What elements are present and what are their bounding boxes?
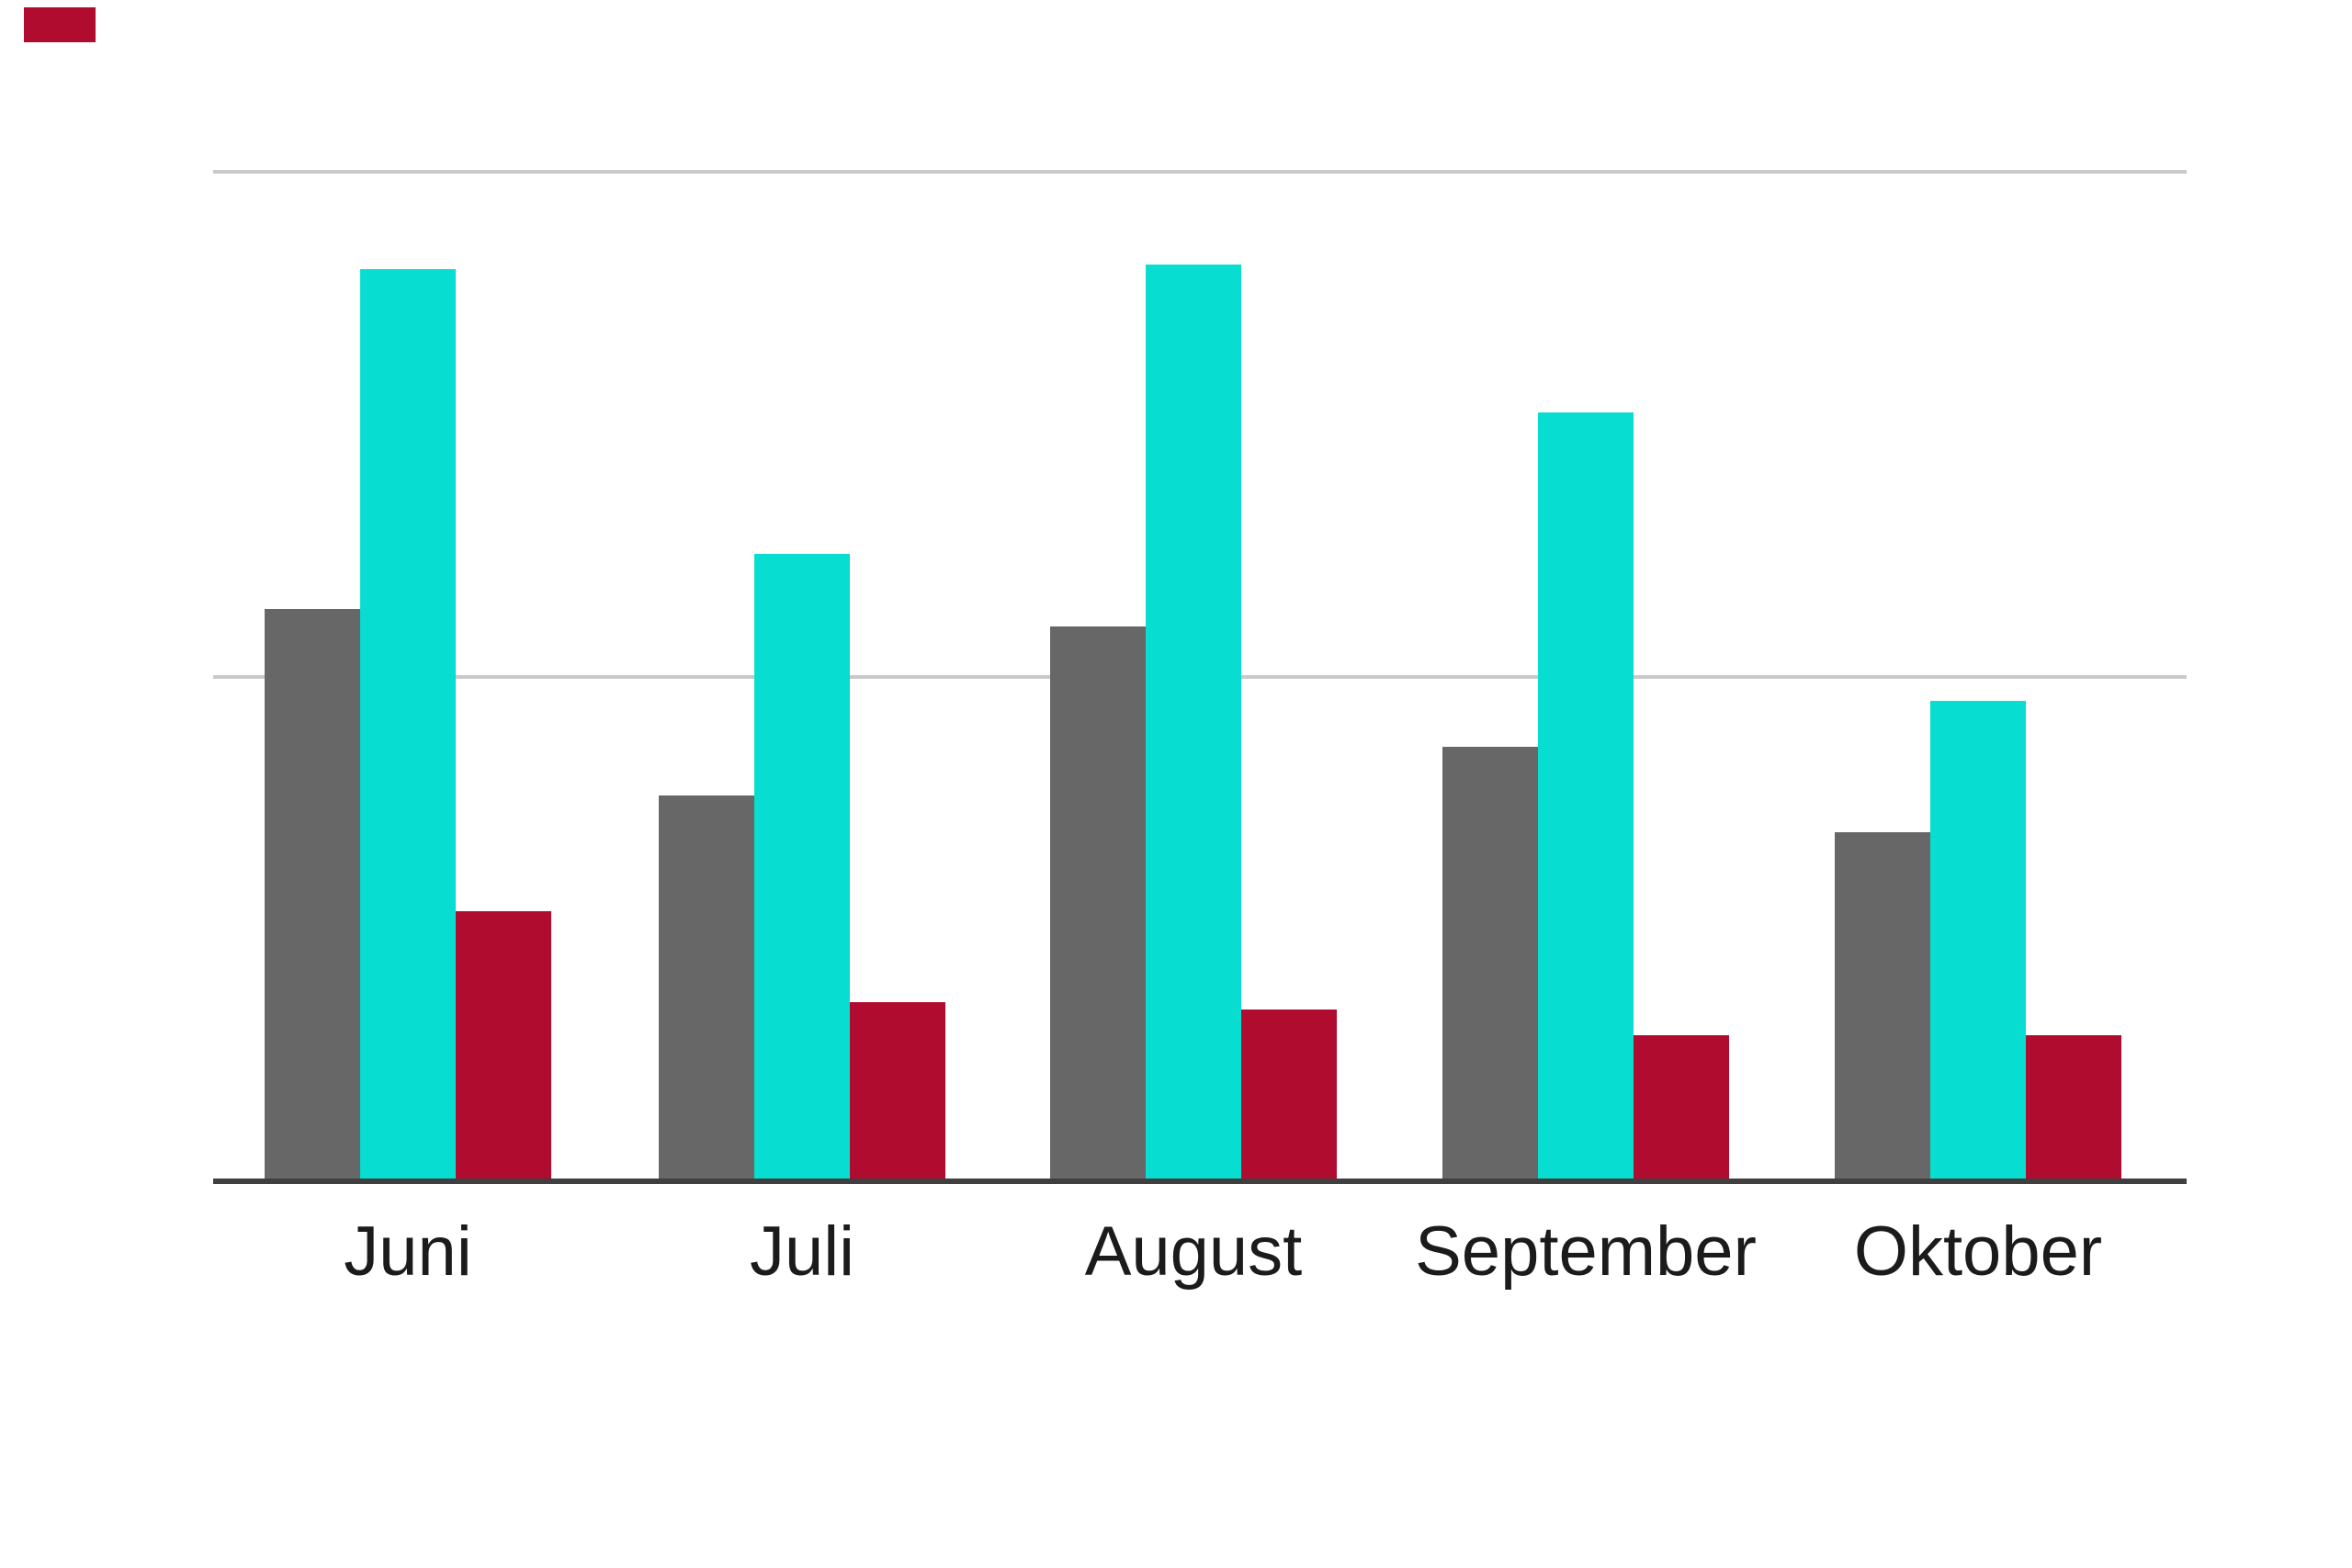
legend-swatch-fragment	[24, 7, 96, 42]
bar-cyan-series-september	[1538, 412, 1634, 1182]
bar-cyan-series-juli	[754, 554, 850, 1182]
bar-gray-series-oktober	[1835, 832, 1930, 1182]
x-axis-line	[213, 1179, 2187, 1184]
bar-red-series-juli	[850, 1002, 945, 1182]
x-tick-label-juli: Juli	[749, 1213, 855, 1291]
bar-red-series-august	[1241, 1010, 1337, 1182]
bar-cyan-series-august	[1146, 265, 1241, 1182]
x-tick-label-august: August	[1084, 1213, 1303, 1291]
bar-gray-series-juli	[659, 795, 754, 1182]
x-tick-label-september: September	[1415, 1213, 1757, 1291]
bar-cyan-series-juni	[360, 269, 456, 1182]
bar-red-series-oktober	[2026, 1035, 2121, 1182]
bar-gray-series-september	[1442, 747, 1538, 1182]
bar-cyan-series-oktober	[1930, 701, 2026, 1182]
bar-red-series-september	[1634, 1035, 1729, 1182]
gridline-100	[213, 170, 2187, 174]
x-tick-label-oktober: Oktober	[1853, 1213, 2103, 1291]
bar-gray-series-august	[1050, 626, 1146, 1182]
bar-gray-series-juni	[265, 609, 360, 1182]
bar-red-series-juni	[456, 911, 551, 1182]
x-tick-label-juni: Juni	[344, 1213, 472, 1291]
